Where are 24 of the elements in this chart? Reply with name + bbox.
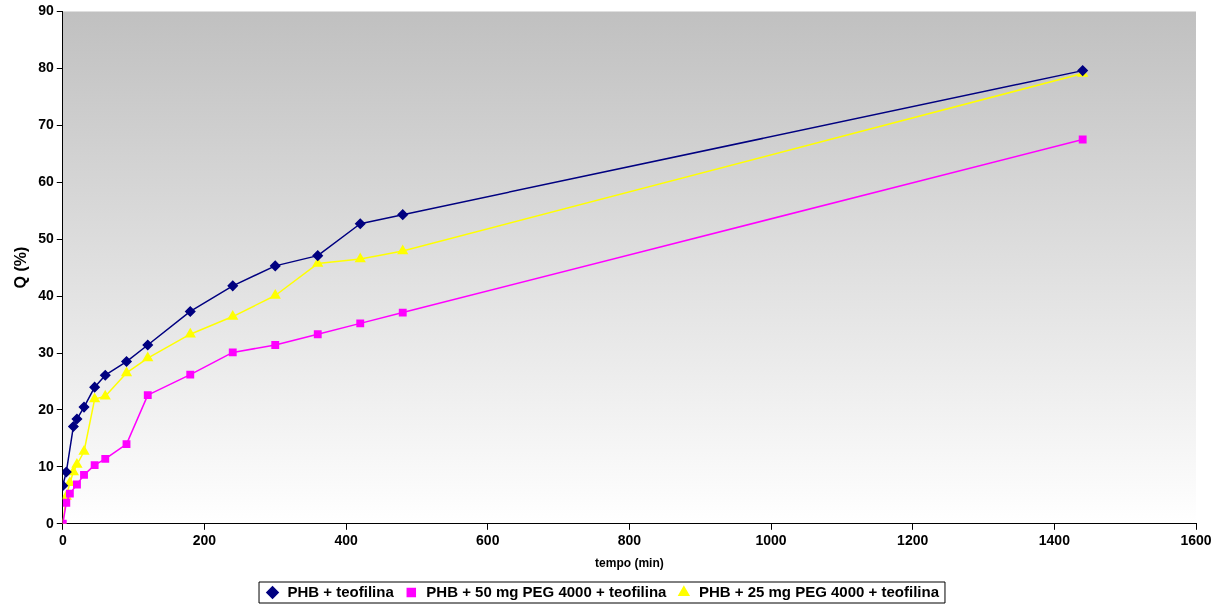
y-tick-label: 40 <box>38 286 54 303</box>
x-tick-label: 600 <box>476 532 500 549</box>
legend-label: PHB + 25 mg PEG 4000 + teofilina <box>698 582 940 600</box>
x-axis-title: tempo (min) <box>595 556 664 571</box>
y-tick-label: 10 <box>38 457 54 474</box>
x-tick-label: 400 <box>334 532 358 549</box>
x-tick-label: 200 <box>192 532 217 549</box>
x-tick-label: 800 <box>617 532 642 549</box>
legend-label: PHB + teofilina <box>287 582 395 600</box>
y-tick-label: 60 <box>38 173 54 190</box>
legend-label: PHB + 50 mg PEG 4000 + teofilina <box>426 582 668 600</box>
x-tick-label: 0 <box>58 532 67 549</box>
x-tick-label: 1600 <box>1180 532 1212 549</box>
y-axis-title: Q (%) <box>12 246 30 289</box>
x-tick-label: 1200 <box>897 532 929 549</box>
x-tick-label: 1400 <box>1038 532 1071 549</box>
y-tick-label: 0 <box>45 514 54 531</box>
y-tick-label: 30 <box>38 343 54 360</box>
y-tick-label: 50 <box>38 229 54 246</box>
x-tick-label: 1000 <box>755 532 787 549</box>
y-tick-label: 70 <box>38 116 54 133</box>
y-tick-label: 20 <box>38 400 54 417</box>
y-tick-label: 80 <box>38 59 54 76</box>
y-tick-label: 90 <box>38 2 54 19</box>
